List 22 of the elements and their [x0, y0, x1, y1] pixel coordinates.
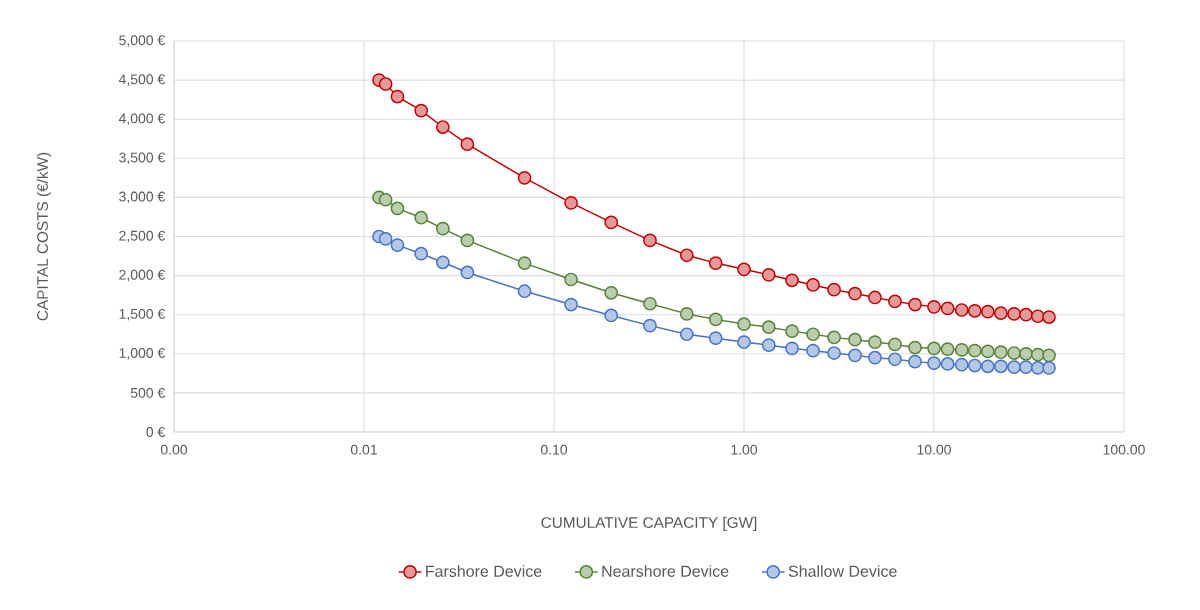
legend-label: Farshore Device	[426, 565, 542, 577]
y-tick-label: 5,000 €	[119, 35, 166, 47]
y-tick-label: 500 €	[130, 387, 166, 398]
legend-label: Shallow Device	[788, 565, 897, 577]
x-tick-label: 1.00	[731, 444, 758, 455]
y-tick-label: 2,500 €	[119, 230, 166, 243]
x-tick-label: 0.00	[160, 444, 188, 455]
x-tick-label: 100.00	[1103, 444, 1145, 455]
legend-label: Nearshore Device	[602, 565, 729, 577]
y-tick-label: 2,000 €	[119, 269, 166, 282]
x-tick-label: 10.00	[917, 444, 951, 455]
x-axis-title: CUMULATIVE CAPACITY [GW]	[541, 516, 757, 532]
y-tick-label: 1,000 €	[119, 348, 166, 360]
y-tick-label: 4,500 €	[118, 74, 166, 86]
y-tick-label: 0 €	[146, 427, 166, 437]
y-axis-title: CAPITAL COSTS (€/kW)	[36, 152, 51, 321]
x-tick-label: 0.10	[540, 444, 568, 455]
y-tick-label: 3,500 €	[119, 152, 166, 165]
y-tick-label: 1,500 €	[119, 308, 166, 321]
x-tick-label: 0.01	[350, 444, 377, 455]
y-tick-label: 3,000 €	[119, 191, 166, 204]
y-tick-label: 4,000 €	[118, 113, 166, 125]
